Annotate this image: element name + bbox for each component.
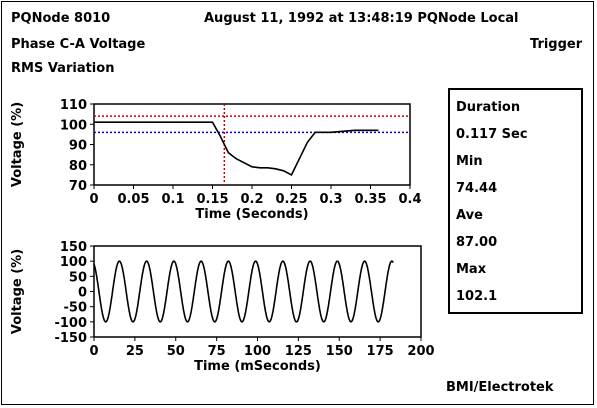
wave-chart-ytick-label-3: 0 <box>78 286 87 301</box>
rms-chart-ytick-label-3: 100 <box>60 118 87 133</box>
rms-chart-xtick-label-2: 0.1 <box>161 192 184 207</box>
rms-chart-ytick-label-1: 80 <box>69 159 87 174</box>
wave-chart-xtick-label-3: 75 <box>208 344 226 359</box>
rms-chart-y-axis-label: Voltage (%) <box>10 102 25 187</box>
rms-chart-ytick-label-4: 110 <box>60 98 87 113</box>
wave-chart-xtick-label-0: 0 <box>89 344 98 359</box>
rms-chart-xtick-label-4: 0.2 <box>240 192 263 207</box>
statistics-panel: Duration 0.117 Sec Min 74.44 Ave 87.00 M… <box>448 88 583 314</box>
wave-chart-ytick-label-2: -50 <box>64 301 88 316</box>
wave-chart-ytick-label-6: 150 <box>60 240 87 255</box>
max-label: Max <box>456 262 487 277</box>
rms-chart-xtick-label-7: 0.35 <box>354 192 386 207</box>
vendor-label: BMI/Electrotek <box>446 380 554 395</box>
wave-chart-xtick-label-6: 150 <box>326 344 353 359</box>
event-type: RMS Variation <box>11 61 115 76</box>
wave-chart-ytick-label-5: 100 <box>60 255 87 270</box>
rms-chart-ytick-label-2: 90 <box>69 139 87 154</box>
min-value: 74.44 <box>456 181 498 196</box>
device-name: PQNode 8010 <box>11 11 111 26</box>
ave-value: 87.00 <box>456 235 498 250</box>
wave-chart-xtick-label-5: 125 <box>285 344 312 359</box>
rms-chart-x-axis-label: Time (Seconds) <box>195 207 308 222</box>
wave-chart-ytick-label-0: -150 <box>54 331 87 346</box>
wave-chart-ytick-label-4: 50 <box>69 270 87 285</box>
ave-label: Ave <box>456 208 483 223</box>
rms-chart-xtick-label-6: 0.3 <box>319 192 342 207</box>
rms-chart-series-0 <box>94 121 379 176</box>
max-value: 102.1 <box>456 289 498 304</box>
rms-chart-xtick-label-0: 0 <box>89 192 98 207</box>
trigger-label: Trigger <box>530 37 583 52</box>
rms-chart-xtick-label-3: 0.15 <box>196 192 228 207</box>
chart-subtitle: Phase C-A Voltage <box>11 37 146 52</box>
wave-chart-xtick-label-1: 25 <box>126 344 144 359</box>
wave-chart-ytick-label-1: -100 <box>54 316 87 331</box>
duration-value: 0.117 Sec <box>456 127 528 142</box>
min-label: Min <box>456 154 483 169</box>
rms-chart-xtick-label-8: 0.4 <box>398 192 421 207</box>
wave-chart-x-axis-label: Time (mSeconds) <box>194 359 321 374</box>
event-timestamp: August 11, 1992 at 13:48:19 PQNode Local <box>204 11 519 26</box>
duration-label: Duration <box>456 100 521 115</box>
rms-chart-xtick-label-5: 0.25 <box>275 192 307 207</box>
wave-chart-xtick-label-8: 200 <box>407 344 434 359</box>
wave-chart-y-axis-label: Voltage (%) <box>10 249 25 334</box>
wave-chart-xtick-label-2: 50 <box>167 344 185 359</box>
wave-chart-series-0 <box>93 260 394 323</box>
rms-variation-chart: 70 80 90 100 110 0 0.05 0.1 0.15 0.2 0.25 0.3 0.35 0.… <box>10 98 422 222</box>
rms-chart-ytick-label-0: 70 <box>69 179 87 194</box>
wave-chart-xtick-label-4: 100 <box>244 344 271 359</box>
rms-chart-xtick-label-1: 0.05 <box>117 192 149 207</box>
wave-chart-xtick-label-7: 175 <box>367 344 394 359</box>
